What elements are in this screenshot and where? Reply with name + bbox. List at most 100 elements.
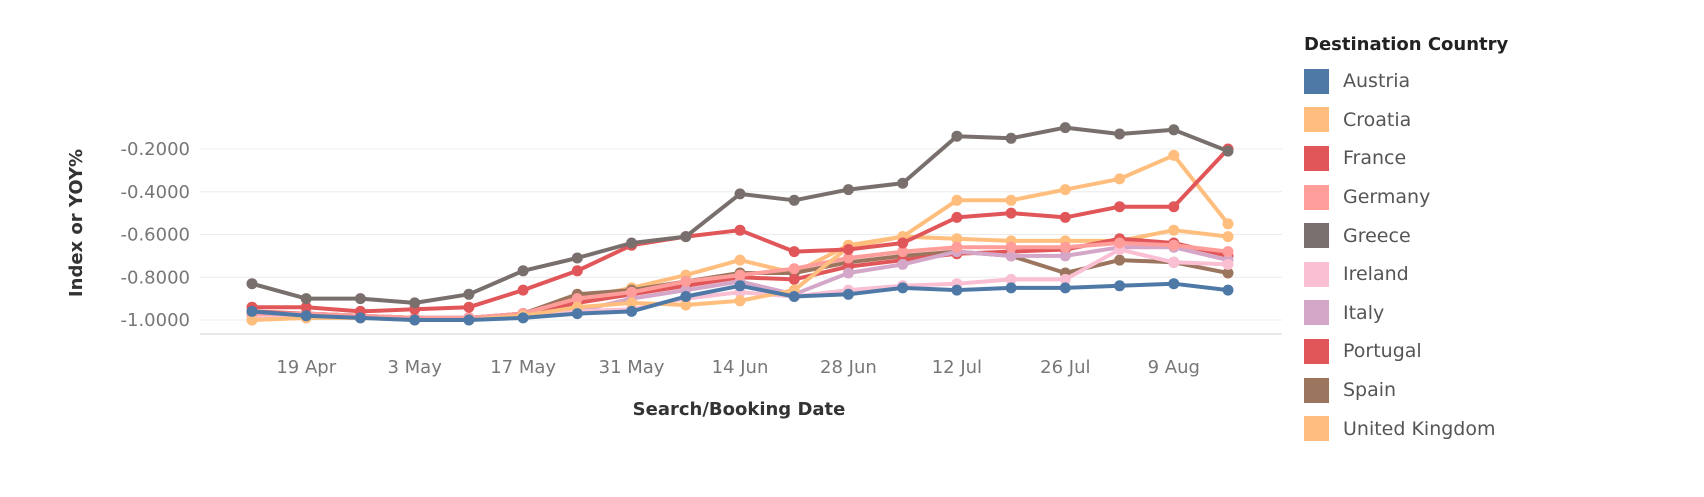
data-point [734,224,746,236]
data-point [680,291,692,302]
data-point [842,288,854,300]
legend-swatch [1304,416,1329,442]
series-greece [246,122,1234,309]
data-point [409,314,421,326]
line-chart: -0.2000 -0.4000 -0.6000 -0.8000 -1.0000 19 A… [66,122,1282,420]
data-point [1222,267,1234,279]
data-point [246,278,258,290]
data-point [1222,284,1234,296]
data-point [897,282,909,294]
data-point [1168,278,1180,290]
data-point [1168,256,1180,268]
x-tick-label: 19 Apr [276,357,336,378]
data-point [463,301,475,313]
data-point [1059,282,1071,294]
legend-items: Austria Croatia France Germany Greece Ireland… [1304,62,1554,448]
legend-label: Austria [1343,70,1411,93]
data-point [354,312,366,324]
legend-item-italy[interactable]: Italy [1304,294,1554,333]
data-point [517,312,529,324]
x-tick-label: 31 May [599,357,665,378]
data-point [1114,237,1126,249]
x-axis-ticks: 19 Apr 3 May 17 May 31 May 14 Jun 28 Jun 12 Ju… [276,357,1200,378]
legend-swatch [1304,300,1329,326]
y-tick-label: -0.4000 [121,182,190,203]
y-tick-label: -1.0000 [121,310,190,331]
data-point [246,305,258,317]
data-point [1114,173,1126,185]
legend-item-portugal[interactable]: Portugal [1304,332,1554,371]
legend-swatch [1304,338,1329,364]
legend-item-france[interactable]: France [1304,139,1554,178]
data-point [300,293,312,305]
x-tick-label: 26 Jul [1040,357,1090,378]
series-austria [246,278,1234,326]
y-tick-label: -0.8000 [121,267,190,288]
data-point [626,286,638,298]
data-point [842,184,854,196]
y-tick-label: -0.2000 [121,139,190,160]
legend-item-austria[interactable]: Austria [1304,62,1554,101]
data-point [734,295,746,307]
data-point [626,297,638,309]
data-point [1168,124,1180,136]
y-axis-title: Index or YOY% [66,149,87,297]
data-point [571,252,583,264]
data-point [1059,273,1071,285]
legend-label: France [1343,147,1407,170]
data-point [1059,241,1071,253]
legend-item-united-kingdom[interactable]: United Kingdom [1304,409,1554,448]
legend-item-ireland[interactable]: Ireland [1304,255,1554,294]
legend-label: Croatia [1343,108,1412,131]
data-point [1222,246,1234,258]
legend: Destination Country Austria Croatia France… [1304,32,1554,448]
data-point [951,241,963,253]
x-tick-label: 17 May [490,357,556,378]
data-point [788,263,800,275]
x-axis-title: Search/Booking Date [633,399,846,420]
data-point [734,254,746,266]
legend-item-greece[interactable]: Greece [1304,216,1554,255]
data-point [788,246,800,258]
data-point [1114,280,1126,292]
data-point [734,280,746,292]
data-point [680,276,692,287]
x-tick-label: 3 May [387,357,442,378]
data-point [1168,149,1180,161]
legend-label: Ireland [1343,263,1409,286]
x-tick-label: 9 Aug [1148,357,1200,378]
data-point [1059,122,1071,134]
series-lines [246,122,1234,326]
legend-swatch [1304,223,1329,249]
legend-item-spain[interactable]: Spain [1304,371,1554,410]
legend-item-croatia[interactable]: Croatia [1304,101,1554,140]
data-point [842,244,854,255]
data-point [951,194,963,206]
data-point [842,252,854,264]
legend-swatch [1304,68,1329,94]
data-point [626,305,638,317]
data-point [788,291,800,302]
data-point [951,130,963,142]
data-point [1059,211,1071,223]
data-point [300,301,312,313]
data-point [1168,224,1180,236]
data-point [1222,218,1234,230]
data-point [300,310,312,322]
data-point [1114,201,1126,213]
data-point [1222,231,1234,243]
legend-label: Germany [1343,186,1431,209]
data-point [951,211,963,223]
data-point [951,233,963,245]
data-point [1005,132,1017,144]
data-point [1114,254,1126,266]
data-point [1114,128,1126,140]
data-point [1005,273,1017,285]
legend-item-germany[interactable]: Germany [1304,178,1554,217]
legend-swatch [1304,107,1329,133]
legend-swatch [1304,377,1329,403]
data-point [571,308,583,320]
data-point [897,237,909,249]
data-point [1059,250,1071,262]
x-tick-label: 28 Jun [820,357,877,378]
